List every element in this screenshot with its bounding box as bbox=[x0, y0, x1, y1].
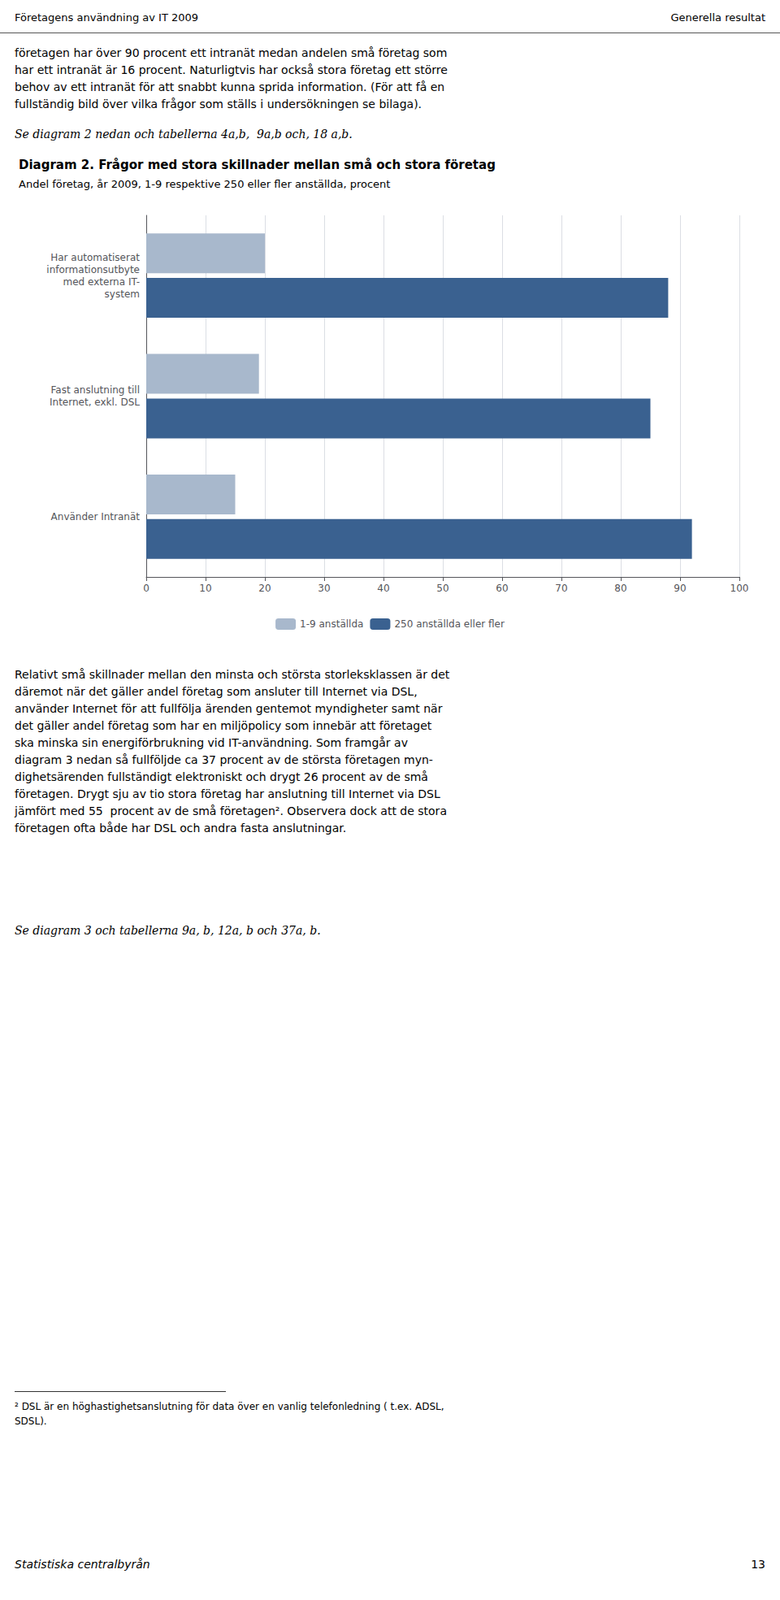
svg-text:40: 40 bbox=[377, 582, 390, 594]
html-text:företagen har över 90 procent: företagen har över 90 procent ett intran… bbox=[14, 46, 448, 111]
svg-text:Har automatiserat: Har automatiserat bbox=[50, 251, 140, 264]
svg-text:100: 100 bbox=[730, 582, 750, 594]
html-text:Generella resultat: Generella resultat bbox=[670, 11, 766, 24]
html-text:Relativt små skillnader mellan: Relativt små skillnader mellan den minst… bbox=[14, 667, 450, 835]
html-text:Se diagram 3 och tabellerna 9a: Se diagram 3 och tabellerna 9a, b, 12a, … bbox=[14, 923, 321, 937]
svg-text:informationsutbyte: informationsutbyte bbox=[46, 264, 140, 276]
svg-text:0: 0 bbox=[143, 582, 150, 594]
svg-text:50: 50 bbox=[436, 582, 449, 594]
svg-text:60: 60 bbox=[495, 582, 508, 594]
svg-text:med externa IT-: med externa IT- bbox=[63, 276, 140, 288]
svg-text:Använder Intranät: Använder Intranät bbox=[51, 511, 141, 523]
html-text:Statistiska centralbyrån: Statistiska centralbyrån bbox=[14, 1557, 151, 1571]
html-text:Se diagram 2 nedan och tabelle: Se diagram 2 nedan och tabellerna 4a,b, … bbox=[14, 127, 353, 141]
svg-text:Diagram 2. Frågor med stora sk: Diagram 2. Frågor med stora skillnader m… bbox=[18, 157, 496, 173]
svg-text:90: 90 bbox=[673, 582, 686, 594]
svg-text:20: 20 bbox=[258, 582, 271, 594]
svg-text:Fast anslutning till: Fast anslutning till bbox=[51, 384, 140, 396]
svg-text:30: 30 bbox=[317, 582, 330, 594]
svg-text:1-9 anställda: 1-9 anställda bbox=[299, 618, 364, 630]
svg-text:Andel företag, år 2009, 1-9 re: Andel företag, år 2009, 1-9 respektive 2… bbox=[18, 177, 390, 191]
svg-text:system: system bbox=[104, 288, 140, 300]
svg-text:250 anställda eller fler: 250 anställda eller fler bbox=[394, 618, 505, 630]
svg-text:10: 10 bbox=[199, 582, 212, 594]
html-text:² DSL är en höghastighetsanslu: ² DSL är en höghastighetsanslutning för … bbox=[14, 1400, 445, 1427]
svg-text:Internet, exkl. DSL: Internet, exkl. DSL bbox=[49, 396, 140, 408]
html-text:Företagens användning av IT 20: Företagens användning av IT 2009 bbox=[14, 11, 199, 24]
svg-text:80: 80 bbox=[614, 582, 627, 594]
html-text:13: 13 bbox=[750, 1557, 766, 1571]
svg-text:70: 70 bbox=[554, 582, 568, 594]
